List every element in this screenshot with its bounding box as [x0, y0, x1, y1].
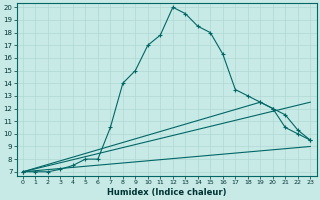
- X-axis label: Humidex (Indice chaleur): Humidex (Indice chaleur): [107, 188, 226, 197]
